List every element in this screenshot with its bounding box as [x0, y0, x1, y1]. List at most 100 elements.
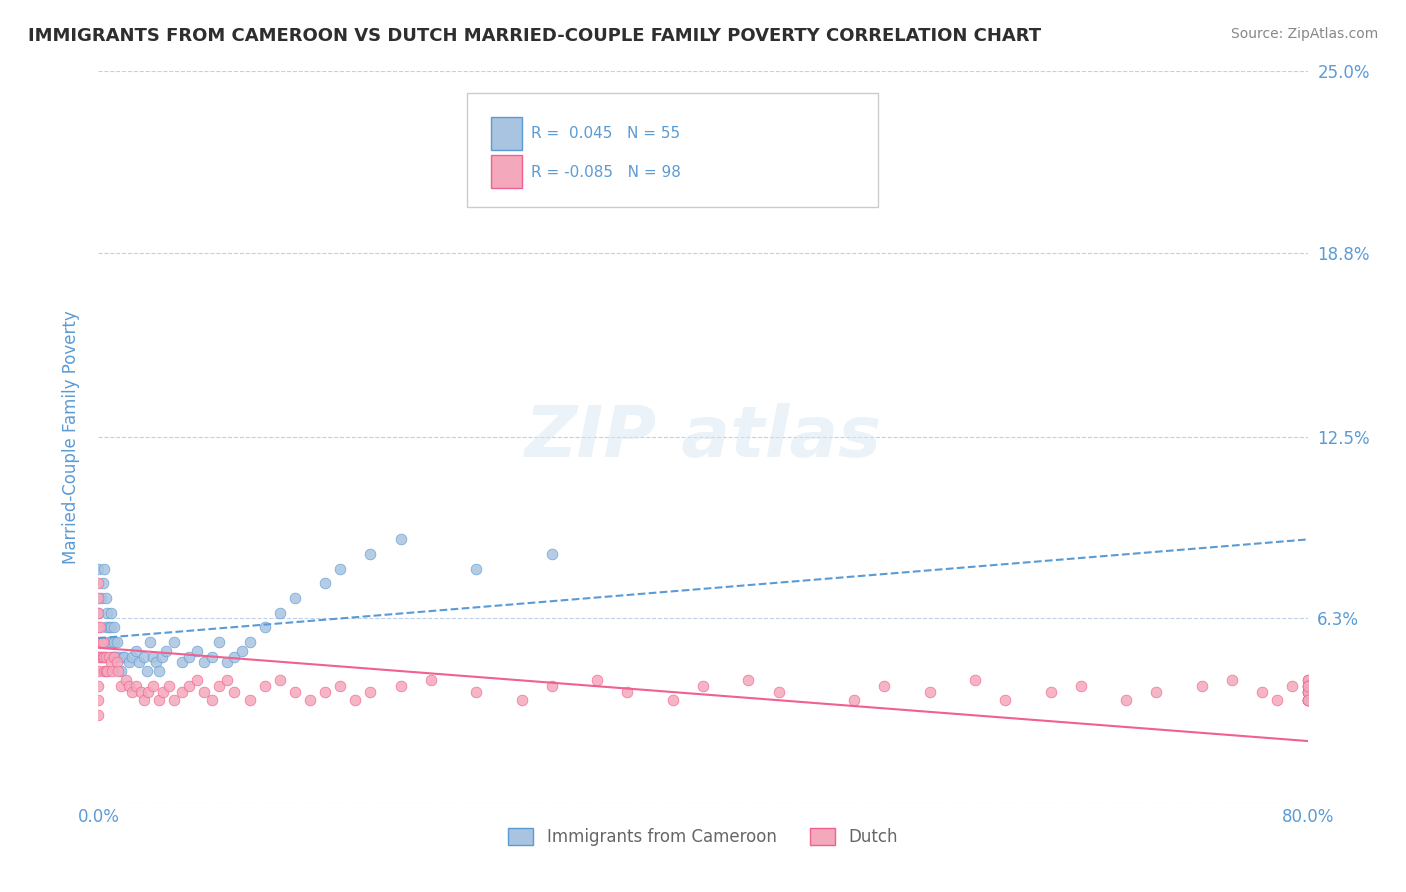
- Point: [224, 684, 246, 698]
- Point: [224, 649, 246, 664]
- Point: [1296, 693, 1319, 707]
- Point: [89, 635, 111, 649]
- Point: [142, 679, 165, 693]
- Point: [87, 606, 110, 620]
- Point: [360, 684, 382, 698]
- Point: [344, 693, 367, 707]
- Point: [170, 656, 193, 670]
- Point: [540, 547, 562, 561]
- Text: Source: ZipAtlas.com: Source: ZipAtlas.com: [1230, 27, 1378, 41]
- Point: [132, 649, 155, 664]
- Point: [103, 649, 125, 664]
- Point: [1296, 679, 1319, 693]
- Point: [1296, 679, 1319, 693]
- Legend: Immigrants from Cameroon, Dutch: Immigrants from Cameroon, Dutch: [502, 822, 904, 853]
- Point: [314, 684, 336, 698]
- Point: [87, 708, 110, 723]
- Point: [420, 673, 443, 687]
- Y-axis label: Married-Couple Family Poverty: Married-Couple Family Poverty: [62, 310, 80, 564]
- Point: [94, 620, 117, 634]
- Point: [994, 693, 1017, 707]
- Point: [87, 635, 110, 649]
- Point: [107, 649, 129, 664]
- Point: [87, 649, 110, 664]
- Point: [105, 656, 128, 670]
- Point: [107, 664, 129, 678]
- Point: [90, 591, 112, 605]
- Point: [1296, 684, 1319, 698]
- Point: [844, 693, 866, 707]
- Point: [186, 643, 208, 657]
- Point: [329, 679, 352, 693]
- Point: [586, 673, 609, 687]
- Point: [1296, 673, 1319, 687]
- Point: [389, 533, 412, 547]
- Point: [129, 684, 152, 698]
- Point: [269, 606, 291, 620]
- Point: [1070, 679, 1092, 693]
- Point: [1251, 684, 1274, 698]
- Text: ZIP atlas: ZIP atlas: [524, 402, 882, 472]
- Point: [100, 620, 122, 634]
- Point: [114, 673, 136, 687]
- Point: [253, 679, 276, 693]
- Point: [965, 673, 987, 687]
- Point: [132, 693, 155, 707]
- Point: [87, 679, 110, 693]
- Point: [179, 649, 201, 664]
- Point: [91, 635, 114, 649]
- Text: R =  0.045   N = 55: R = 0.045 N = 55: [531, 126, 681, 141]
- Point: [465, 562, 488, 576]
- Point: [94, 664, 117, 678]
- Point: [284, 684, 307, 698]
- Point: [510, 693, 533, 707]
- Point: [155, 643, 177, 657]
- Point: [163, 635, 186, 649]
- Point: [104, 649, 127, 664]
- Point: [201, 649, 224, 664]
- Point: [152, 684, 174, 698]
- Point: [329, 562, 352, 576]
- Point: [91, 576, 114, 591]
- Point: [1296, 684, 1319, 698]
- Point: [1296, 693, 1319, 707]
- Point: [98, 635, 121, 649]
- Point: [125, 679, 148, 693]
- Point: [1296, 673, 1319, 687]
- Point: [873, 679, 896, 693]
- Point: [87, 606, 110, 620]
- Point: [159, 679, 181, 693]
- Point: [87, 576, 110, 591]
- Point: [142, 649, 165, 664]
- Point: [136, 684, 159, 698]
- Point: [91, 649, 114, 664]
- Point: [100, 635, 122, 649]
- Point: [93, 649, 115, 664]
- Point: [540, 679, 562, 693]
- Point: [90, 649, 112, 664]
- Point: [208, 679, 231, 693]
- Point: [1296, 693, 1319, 707]
- Point: [314, 576, 336, 591]
- Point: [215, 656, 238, 670]
- Point: [1220, 673, 1243, 687]
- Point: [768, 684, 790, 698]
- Point: [465, 684, 488, 698]
- Point: [1296, 693, 1319, 707]
- Point: [239, 693, 262, 707]
- Point: [148, 664, 170, 678]
- Point: [89, 649, 111, 664]
- Point: [112, 649, 135, 664]
- Point: [1115, 693, 1137, 707]
- Point: [121, 684, 143, 698]
- Point: [1281, 679, 1303, 693]
- Point: [94, 649, 117, 664]
- Point: [103, 635, 125, 649]
- Point: [87, 620, 110, 634]
- Point: [110, 664, 132, 678]
- Point: [193, 684, 215, 698]
- Point: [1191, 679, 1213, 693]
- Point: [87, 693, 110, 707]
- Point: [186, 673, 208, 687]
- Point: [87, 591, 110, 605]
